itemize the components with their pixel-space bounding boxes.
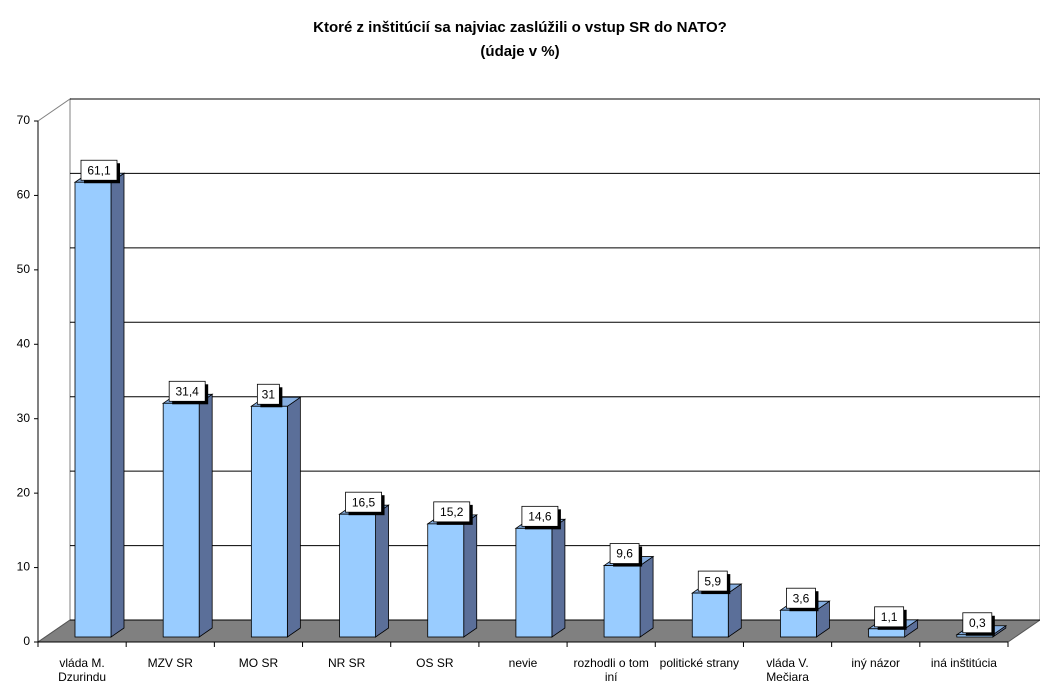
value-label: 1,1 bbox=[881, 610, 898, 624]
bar bbox=[74, 181, 112, 638]
x-tick-label: rozhodli o tom iní bbox=[573, 656, 649, 684]
value-label-box bbox=[256, 383, 280, 405]
value-label-box bbox=[962, 612, 993, 634]
value-label: 0,3 bbox=[969, 616, 986, 630]
x-tick-label: politické strany bbox=[659, 656, 740, 670]
bar-side bbox=[375, 504, 389, 638]
value-label: 16,5 bbox=[352, 495, 376, 509]
y-tick-label: 60 bbox=[17, 188, 31, 202]
bar-side bbox=[639, 555, 654, 638]
value-label: 15,2 bbox=[440, 505, 464, 519]
value-label: 3,6 bbox=[793, 591, 810, 605]
value-label-box bbox=[786, 587, 816, 609]
chart-title: Ktoré z inštitúcií sa najviac zaslúžili … bbox=[313, 19, 727, 36]
bar bbox=[691, 592, 729, 638]
value-label: 61,1 bbox=[87, 163, 111, 177]
x-tick-label: OS SR bbox=[416, 656, 454, 670]
value-label: 31 bbox=[262, 387, 276, 401]
x-tick-label: NR SR bbox=[327, 656, 366, 670]
bar-side bbox=[286, 396, 301, 638]
x-tick-label: nevie bbox=[508, 656, 538, 670]
bar bbox=[339, 513, 376, 638]
y-tick-label: 10 bbox=[17, 560, 31, 574]
x-tick-label: iná inštitúcia bbox=[930, 656, 997, 670]
value-label-box bbox=[168, 380, 206, 402]
bar-side bbox=[463, 514, 478, 638]
y-tick-label: 50 bbox=[17, 262, 31, 276]
side-wall bbox=[37, 98, 71, 643]
x-tick-label: MO SR bbox=[238, 656, 279, 670]
value-label-box bbox=[609, 543, 640, 564]
value-label: 5,9 bbox=[704, 574, 721, 588]
y-tick-label: 70 bbox=[17, 113, 31, 127]
value-label: 9,6 bbox=[616, 547, 633, 561]
y-tick-label: 40 bbox=[17, 336, 31, 350]
value-label-box bbox=[345, 491, 382, 513]
bar-side bbox=[110, 172, 125, 638]
x-tick-label: vláda M. Dzurindu bbox=[58, 656, 107, 684]
y-tick-label: 20 bbox=[17, 485, 31, 499]
x-tick-label: MZV SR bbox=[147, 656, 193, 670]
value-label-box bbox=[521, 505, 559, 527]
value-label: 14,6 bbox=[528, 510, 552, 524]
bar bbox=[868, 628, 906, 638]
value-label: 31,4 bbox=[176, 384, 200, 398]
x-tick-label: vláda V. Mečiara bbox=[766, 656, 809, 684]
bar bbox=[515, 527, 553, 638]
value-label-box bbox=[874, 606, 905, 628]
chart-subtitle: (údaje v %) bbox=[480, 43, 559, 60]
y-tick-label: 0 bbox=[23, 634, 30, 648]
bar-side bbox=[551, 518, 566, 638]
bar bbox=[603, 565, 641, 638]
y-tick-label: 30 bbox=[17, 411, 31, 425]
bar-side bbox=[198, 393, 213, 638]
value-label-box bbox=[80, 159, 118, 181]
bar bbox=[250, 405, 288, 638]
bar bbox=[780, 609, 817, 638]
value-label-box bbox=[697, 570, 728, 592]
x-tick-label: iný názor bbox=[851, 656, 901, 670]
bar bbox=[162, 402, 200, 638]
bar bbox=[427, 523, 465, 638]
value-label-box bbox=[433, 501, 471, 523]
